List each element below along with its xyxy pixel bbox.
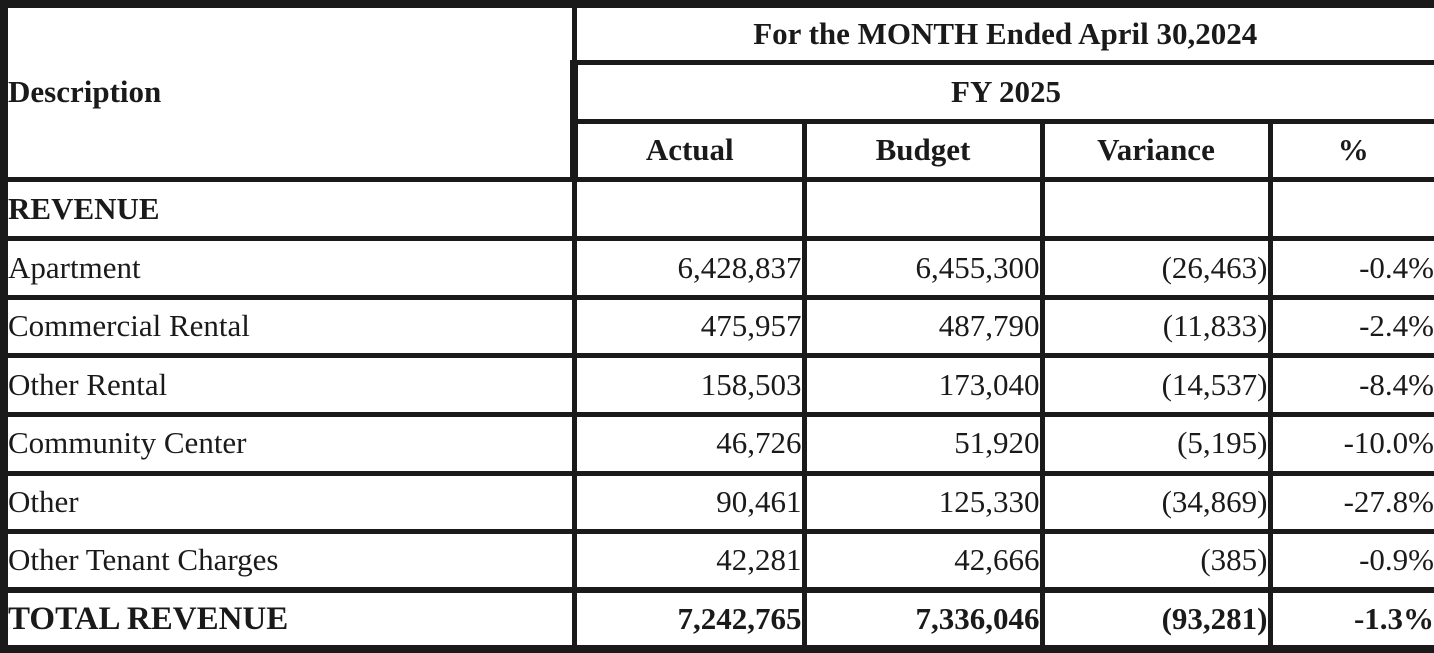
row-label: Other Rental	[0, 353, 577, 417]
cell-budget: 173,040	[801, 353, 1045, 417]
cell-percent: -2.4%	[1267, 294, 1434, 359]
column-header-actual: Actual	[570, 118, 807, 183]
column-header-percent: %	[1267, 118, 1434, 183]
row-label: Commercial Rental	[0, 294, 577, 359]
row-label: Community Center	[0, 411, 577, 476]
cell-variance: (34,869)	[1039, 470, 1273, 535]
section-row-revenue: REVENUE	[0, 177, 1434, 241]
row-label: Other Tenant Charges	[0, 529, 577, 593]
cell-variance: (5,195)	[1039, 411, 1273, 476]
cell-variance: (11,833)	[1039, 294, 1273, 359]
cell-budget: 125,330	[801, 470, 1045, 535]
cell-variance: (14,537)	[1039, 353, 1273, 417]
cell-actual: 475,957	[571, 294, 807, 359]
empty-cell	[571, 177, 807, 241]
cell-percent: -0.9%	[1267, 529, 1434, 593]
section-label: REVENUE	[0, 177, 577, 241]
cell-variance: (26,463)	[1039, 236, 1273, 300]
cell-actual: 42,281	[571, 529, 807, 593]
cell-percent: -8.4%	[1267, 353, 1434, 417]
empty-cell	[801, 177, 1045, 241]
table-row-community-center: Community Center 46,726 51,920 (5,195) -…	[0, 411, 1434, 476]
cell-budget: 42,666	[801, 529, 1045, 593]
cell-actual: 6,428,837	[571, 236, 807, 300]
column-header-variance: Variance	[1039, 118, 1273, 183]
description-column-header: Description	[0, 0, 577, 183]
column-header-budget: Budget	[801, 118, 1045, 183]
fiscal-year-header: FY 2025	[569, 60, 1434, 124]
cell-variance: (385)	[1039, 529, 1273, 593]
header-row-title: Description For the MONTH Ended April 30…	[0, 0, 1434, 183]
cell-actual: 90,461	[571, 470, 807, 535]
total-cell-variance: (93,281)	[1039, 587, 1273, 653]
table-row-commercial-rental: Commercial Rental 475,957 487,790 (11,83…	[0, 294, 1434, 359]
table-row-other-rental: Other Rental 158,503 173,040 (14,537) -8…	[0, 353, 1434, 417]
table-row-other-tenant-charges: Other Tenant Charges 42,281 42,666 (385)…	[0, 529, 1434, 593]
cell-percent: -0.4%	[1267, 236, 1434, 300]
total-cell-budget: 7,336,046	[801, 587, 1045, 653]
header-row-columns: Actual Budget Variance %	[4, 118, 1434, 183]
total-cell-actual: 7,242,765	[571, 587, 807, 653]
empty-cell	[1267, 177, 1434, 241]
table-row-apartment: Apartment 6,428,837 6,455,300 (26,463) -…	[0, 236, 1434, 300]
total-cell-percent: -1.3%	[1267, 587, 1434, 653]
header-row-fiscal-year: FY 2025	[4, 60, 1434, 124]
cell-budget: 6,455,300	[801, 236, 1045, 300]
total-label: TOTAL REVENUE	[0, 587, 577, 653]
cell-actual: 46,726	[571, 411, 807, 476]
table-row-other: Other 90,461 125,330 (34,869) -27.8%	[0, 470, 1434, 535]
period-title: For the MONTH Ended April 30,2024	[571, 0, 1434, 66]
cell-budget: 487,790	[801, 294, 1045, 359]
cell-percent: -27.8%	[1267, 470, 1434, 535]
table-row-total-revenue: TOTAL REVENUE 7,242,765 7,336,046 (93,28…	[0, 587, 1434, 653]
cell-budget: 51,920	[801, 411, 1045, 476]
row-label: Other	[0, 470, 577, 535]
empty-cell	[1039, 177, 1273, 241]
cell-actual: 158,503	[571, 353, 807, 417]
cell-percent: -10.0%	[1267, 411, 1434, 476]
row-label: Apartment	[0, 236, 577, 300]
